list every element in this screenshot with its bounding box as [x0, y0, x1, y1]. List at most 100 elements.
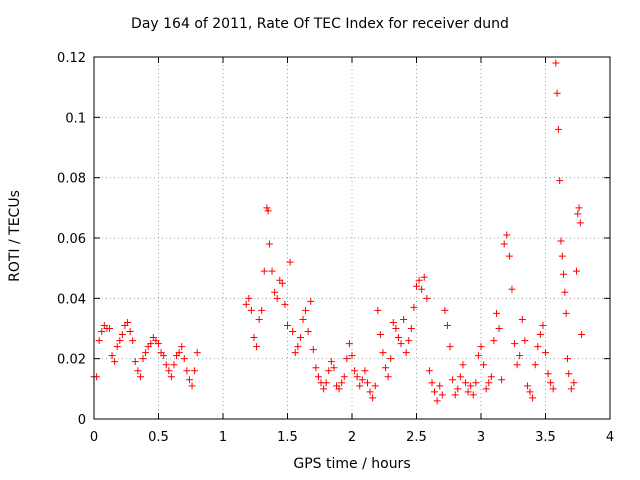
data-point [560, 270, 568, 278]
data-point [361, 367, 369, 375]
data-point [513, 361, 521, 369]
data-point [314, 373, 322, 381]
data-point [142, 349, 150, 357]
data-point [387, 355, 395, 363]
data-point [552, 59, 560, 67]
axis-ticks: 0 0.5 1 1.5 2 2.5 3 3.5 4 0 0.02 0.04 0.06 0.08 0.1 0.1… [57, 51, 614, 445]
data-point [340, 373, 348, 381]
data-point [508, 285, 516, 293]
data-point [302, 306, 310, 314]
x-tick-label: 0 [90, 430, 98, 445]
data-point [578, 331, 586, 339]
data-point [155, 340, 162, 348]
data-point [425, 367, 433, 375]
data-point [376, 331, 384, 339]
y-tick-label: 0 [78, 413, 86, 428]
data-point [371, 382, 379, 390]
data-point [554, 125, 562, 133]
data-point [258, 306, 266, 314]
data-point [495, 325, 503, 332]
x-tick-label: 2.5 [406, 430, 427, 445]
data-point [273, 294, 281, 302]
data-point [500, 240, 508, 248]
data-point [389, 318, 397, 326]
data-point [245, 294, 253, 302]
x-tick-label: 3 [477, 430, 485, 445]
data-point [553, 89, 561, 97]
data-point [160, 352, 168, 360]
y-tick-label: 0.06 [57, 232, 86, 247]
data-point [170, 361, 178, 369]
data-point [268, 267, 276, 275]
data-point [178, 343, 186, 351]
data-point [565, 370, 573, 378]
data-point [516, 352, 524, 360]
data-point [572, 267, 580, 275]
x-axis-label: GPS time / hours [293, 456, 411, 472]
data-point [250, 334, 258, 342]
data-point [167, 373, 175, 381]
data-point [436, 382, 444, 390]
data-point [136, 373, 144, 381]
data-point [366, 388, 374, 396]
x-tick-label: 3.5 [535, 430, 556, 445]
data-point [322, 379, 330, 387]
data-point [242, 300, 250, 308]
data-point [193, 349, 201, 357]
data-point [511, 340, 519, 348]
data-point [472, 379, 480, 387]
data-point [539, 321, 547, 329]
data-point [518, 315, 526, 323]
data-point [529, 394, 537, 402]
y-tick-label: 0.12 [57, 51, 86, 66]
data-point [487, 373, 495, 381]
data-point [382, 364, 390, 372]
data-point [420, 273, 428, 281]
data-point [185, 376, 193, 384]
data-point [547, 379, 555, 387]
data-point [492, 309, 500, 317]
data-point [327, 358, 335, 366]
data-point [255, 315, 263, 323]
data-point [260, 267, 268, 275]
data-point [397, 340, 405, 348]
data-point [363, 379, 371, 387]
data-point [469, 391, 477, 399]
data-point [485, 379, 493, 387]
data-point [126, 328, 134, 336]
data-point [407, 325, 415, 332]
data-point [410, 303, 418, 311]
data-point [162, 361, 170, 369]
data-point [278, 279, 286, 287]
data-point [405, 337, 413, 345]
data-point [348, 352, 356, 360]
data-point [289, 328, 297, 336]
data-point [263, 204, 271, 212]
data-point [562, 309, 570, 317]
data-point [284, 321, 291, 329]
data-point [503, 231, 511, 239]
data-point [576, 219, 584, 227]
y-tick-label: 0.04 [57, 292, 86, 307]
data-point [296, 334, 304, 342]
data-point [526, 388, 534, 396]
data-point [454, 385, 462, 393]
y-tick-label: 0.08 [57, 172, 86, 187]
data-point [438, 391, 446, 399]
x-tick-label: 1.5 [277, 430, 298, 445]
data-point [312, 364, 320, 372]
data-point [108, 352, 116, 360]
data-point [443, 321, 451, 329]
data-point [253, 343, 261, 351]
data-point [307, 297, 315, 305]
data-point [490, 337, 498, 345]
data-point [498, 376, 506, 384]
data-point [247, 306, 255, 314]
data-point [124, 318, 132, 326]
data-point [482, 385, 490, 393]
data-point [536, 331, 544, 339]
data-point [456, 373, 464, 381]
data-point [549, 385, 557, 393]
data-point [188, 382, 196, 390]
